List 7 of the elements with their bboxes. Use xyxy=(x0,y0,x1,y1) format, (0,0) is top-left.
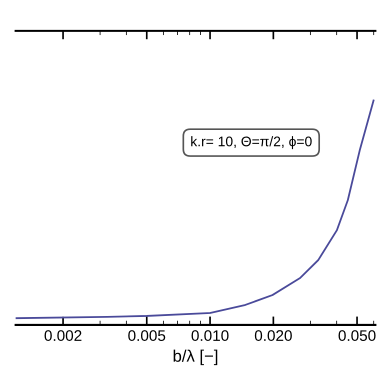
x-axis-title: b/λ [−] xyxy=(174,350,218,366)
x-tick-label: 0.020 xyxy=(254,330,292,342)
annotation: k.r= 10, Θ=π/2, ϕ=0 xyxy=(191,136,312,150)
x-tick-label: 0.050 xyxy=(338,330,376,342)
x-tick-label: 0.002 xyxy=(44,330,82,342)
x-tick-label: 0.010 xyxy=(192,330,229,342)
x-tick-label: 0.005 xyxy=(128,330,166,342)
